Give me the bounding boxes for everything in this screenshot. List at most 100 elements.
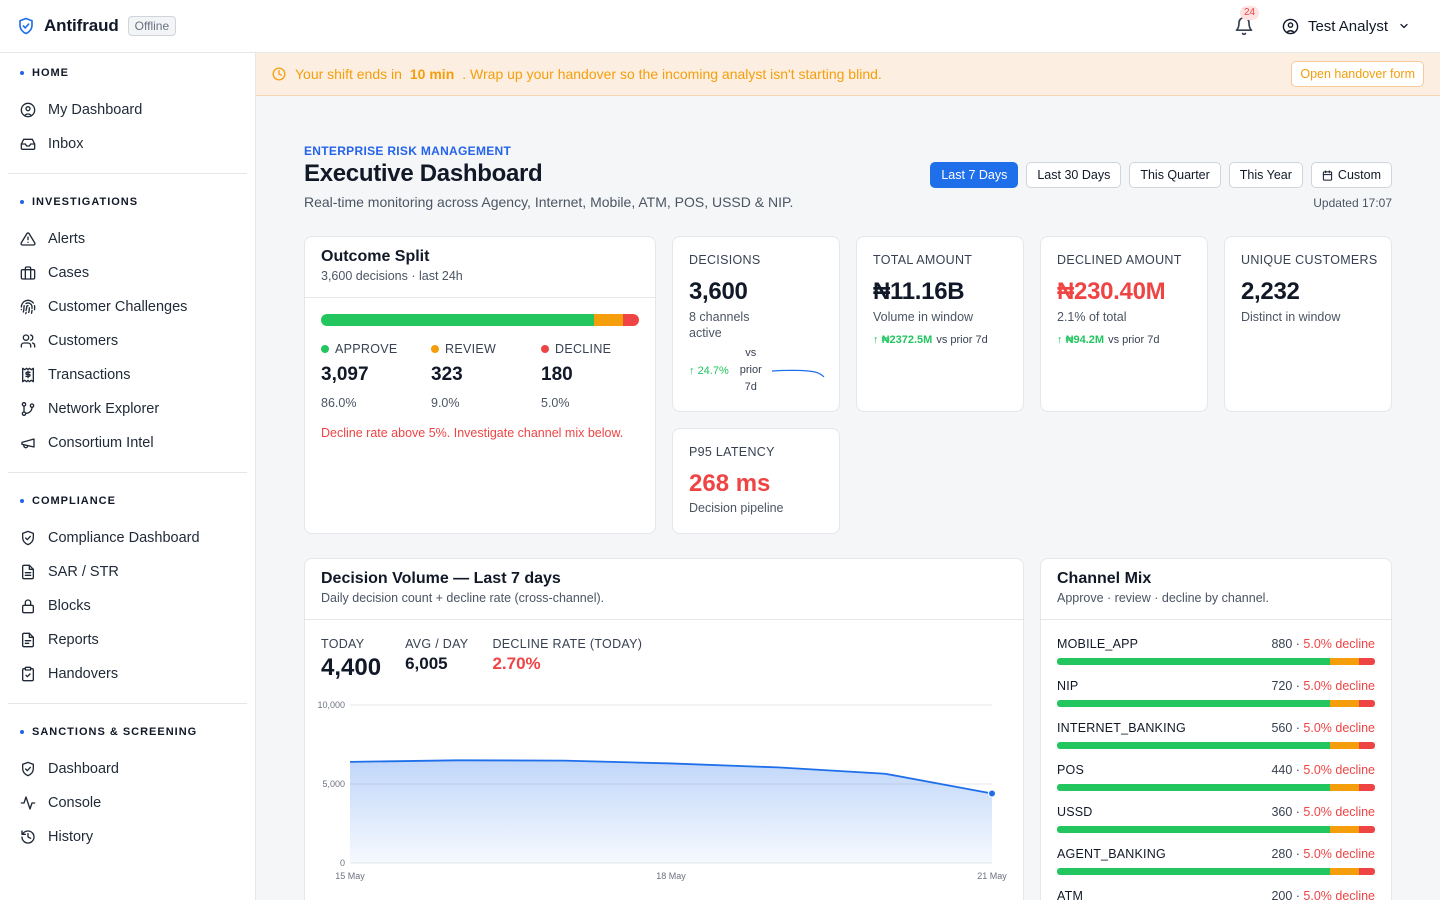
channel-decline-rate: 5.0% decline xyxy=(1303,679,1375,693)
channel-row-mobile-app[interactable]: MOBILE_APP 880 · 5.0% decline xyxy=(1057,637,1375,679)
sidebar-item-blocks[interactable]: Blocks xyxy=(8,589,247,623)
updated-timestamp: Updated 17:07 xyxy=(1313,196,1392,210)
outcome-percent: 86.0% xyxy=(321,396,357,410)
sidebar-item-label: My Dashboard xyxy=(48,102,143,118)
sidebar-item-inbox[interactable]: Inbox xyxy=(8,127,247,161)
sidebar-item-handovers[interactable]: Handovers xyxy=(8,657,247,691)
brand[interactable]: Antifraud Offline xyxy=(17,16,177,36)
sidebar-item-network-explorer[interactable]: Network Explorer xyxy=(8,392,247,426)
range-button-this-quarter[interactable]: This Quarter xyxy=(1129,162,1221,188)
sidebar-item-cases[interactable]: Cases xyxy=(8,256,247,290)
arrow-up-icon: ↑ xyxy=(689,364,695,377)
x-tick-label: 15 May xyxy=(335,871,365,881)
git-branch-icon xyxy=(20,401,36,417)
channel-stats: 360 · 5.0% decline xyxy=(1271,805,1375,819)
sidebar-item-alerts[interactable]: Alerts xyxy=(8,222,247,256)
y-tick-label: 10,000 xyxy=(317,700,345,710)
stat-value: 4,400 xyxy=(321,654,382,681)
kpi-decisions[interactable]: DECISIONS 3,600 8 channels active ↑ 24.7… xyxy=(672,236,840,412)
volume-stat-today: TODAY 4,400 xyxy=(321,637,381,682)
split-segment-review xyxy=(1330,784,1360,791)
clock-icon xyxy=(272,67,286,81)
kpi-declined-amount[interactable]: DECLINED AMOUNT ₦230.40M 2.1% of total ↑… xyxy=(1040,236,1208,412)
open-handover-button[interactable]: Open handover form xyxy=(1291,61,1424,87)
page-subtitle: Real-time monitoring across Agency, Inte… xyxy=(304,194,794,210)
sidebar-item-compliance-dashboard[interactable]: Compliance Dashboard xyxy=(8,521,247,555)
channel-split-bar xyxy=(1057,868,1375,875)
sidebar-item-customers[interactable]: Customers xyxy=(8,324,247,358)
channel-row-ussd[interactable]: USSD 360 · 5.0% decline xyxy=(1057,805,1375,847)
channel-row-nip[interactable]: NIP 720 · 5.0% decline xyxy=(1057,679,1375,721)
sidebar-item-label: Dashboard xyxy=(48,761,119,777)
range-button-last-7-days[interactable]: Last 7 Days xyxy=(930,162,1019,188)
kpi-delta: ↑ ₦2372.5M vs prior 7d xyxy=(873,334,988,346)
card-title: Outcome Split xyxy=(321,248,430,265)
sidebar-item-sar-str[interactable]: SAR / STR xyxy=(8,555,247,589)
channel-row-internet-banking[interactable]: INTERNET_BANKING 560 · 5.0% decline xyxy=(1057,721,1375,763)
stat-value: 6,005 xyxy=(405,654,448,673)
kpi-p95-latency[interactable]: P95 LATENCY 268 ms Decision pipeline xyxy=(672,428,840,534)
channel-name: MOBILE_APP xyxy=(1057,637,1139,651)
banner-message: Your shift ends in 10 min. Wrap up your h… xyxy=(295,66,882,82)
sidebar-divider xyxy=(8,173,247,174)
sidebar-item-label: Console xyxy=(48,795,102,811)
channel-decline-rate: 5.0% decline xyxy=(1303,805,1375,819)
split-segment-approve xyxy=(1057,742,1331,749)
sidebar-item-reports[interactable]: Reports xyxy=(8,623,247,657)
kpi-label: TOTAL AMOUNT xyxy=(873,253,973,267)
nav-section-title: COMPLIANCE xyxy=(8,481,247,521)
split-segment-approve xyxy=(1057,658,1331,665)
sidebar-item-dashboard[interactable]: Dashboard xyxy=(8,752,247,786)
sidebar-item-label: Consortium Intel xyxy=(48,435,154,451)
legend-dot xyxy=(431,345,439,353)
inbox-icon xyxy=(20,136,36,152)
kpi-total-amount[interactable]: TOTAL AMOUNT ₦11.16B Volume in window ↑ … xyxy=(856,236,1024,412)
range-button-last-30-days[interactable]: Last 30 Days xyxy=(1026,162,1122,188)
outcome-split-bar xyxy=(321,314,639,326)
shield-check-icon xyxy=(20,761,36,777)
channel-stats: 440 · 5.0% decline xyxy=(1271,763,1375,777)
kpi-unique-customers[interactable]: UNIQUE CUSTOMERS 2,232 Distinct in windo… xyxy=(1224,236,1392,412)
card-title: Channel Mix xyxy=(1057,570,1152,587)
channel-split-bar xyxy=(1057,784,1375,791)
split-segment-decline xyxy=(1359,784,1375,791)
kpi-value: 268 ms xyxy=(689,470,771,497)
channel-decline-rate: 5.0% decline xyxy=(1303,763,1375,777)
kpi-value: ₦11.16B xyxy=(873,278,965,305)
kpi-value: 2,232 xyxy=(1241,278,1300,305)
shift-banner: Your shift ends in 10 min. Wrap up your h… xyxy=(256,53,1440,96)
outcome-percent: 9.0% xyxy=(431,396,460,410)
channel-name: POS xyxy=(1057,763,1084,777)
arrow-up-icon: ↑ xyxy=(873,334,879,346)
range-button-custom[interactable]: Custom xyxy=(1310,162,1392,188)
sidebar-item-console[interactable]: Console xyxy=(8,786,247,820)
notifications-button[interactable]: 24 xyxy=(1234,6,1260,36)
lock-icon xyxy=(20,598,36,614)
card-subtitle: 3,600 decisions · last 24h xyxy=(321,269,463,283)
page-eyebrow: ENTERPRISE RISK MANAGEMENT xyxy=(304,144,512,158)
fingerprint-icon xyxy=(20,299,36,315)
data-point xyxy=(988,789,996,798)
channel-row-pos[interactable]: POS 440 · 5.0% decline xyxy=(1057,763,1375,805)
sidebar-item-consortium-intel[interactable]: Consortium Intel xyxy=(8,426,247,460)
range-button-this-year[interactable]: This Year xyxy=(1228,162,1303,188)
sidebar-item-label: SAR / STR xyxy=(48,564,119,580)
channel-row-atm[interactable]: ATM 200 · 5.0% decline xyxy=(1057,889,1375,900)
sidebar-item-history[interactable]: History xyxy=(8,820,247,854)
sidebar-item-my-dashboard[interactable]: My Dashboard xyxy=(8,93,247,127)
y-tick-label: 5,000 xyxy=(322,779,345,789)
sidebar-item-transactions[interactable]: Transactions xyxy=(8,358,247,392)
channel-name: INTERNET_BANKING xyxy=(1057,721,1186,735)
split-segment-approve xyxy=(1057,826,1331,833)
channel-mix-card: Channel Mix Approve · review · decline b… xyxy=(1040,558,1392,900)
card-title: Decision Volume — Last 7 days xyxy=(321,570,561,587)
channel-row-agent-banking[interactable]: AGENT_BANKING 280 · 5.0% decline xyxy=(1057,847,1375,889)
sidebar-item-customer-challenges[interactable]: Customer Challenges xyxy=(8,290,247,324)
document-icon xyxy=(20,564,36,580)
report-icon xyxy=(20,632,36,648)
user-name: Test Analyst xyxy=(1307,17,1388,35)
channel-decline-rate: 5.0% decline xyxy=(1303,637,1375,651)
user-menu[interactable]: Test Analyst xyxy=(1282,18,1410,35)
nav-section-title: INVESTIGATIONS xyxy=(8,182,247,222)
channel-stats: 280 · 5.0% decline xyxy=(1271,847,1375,861)
